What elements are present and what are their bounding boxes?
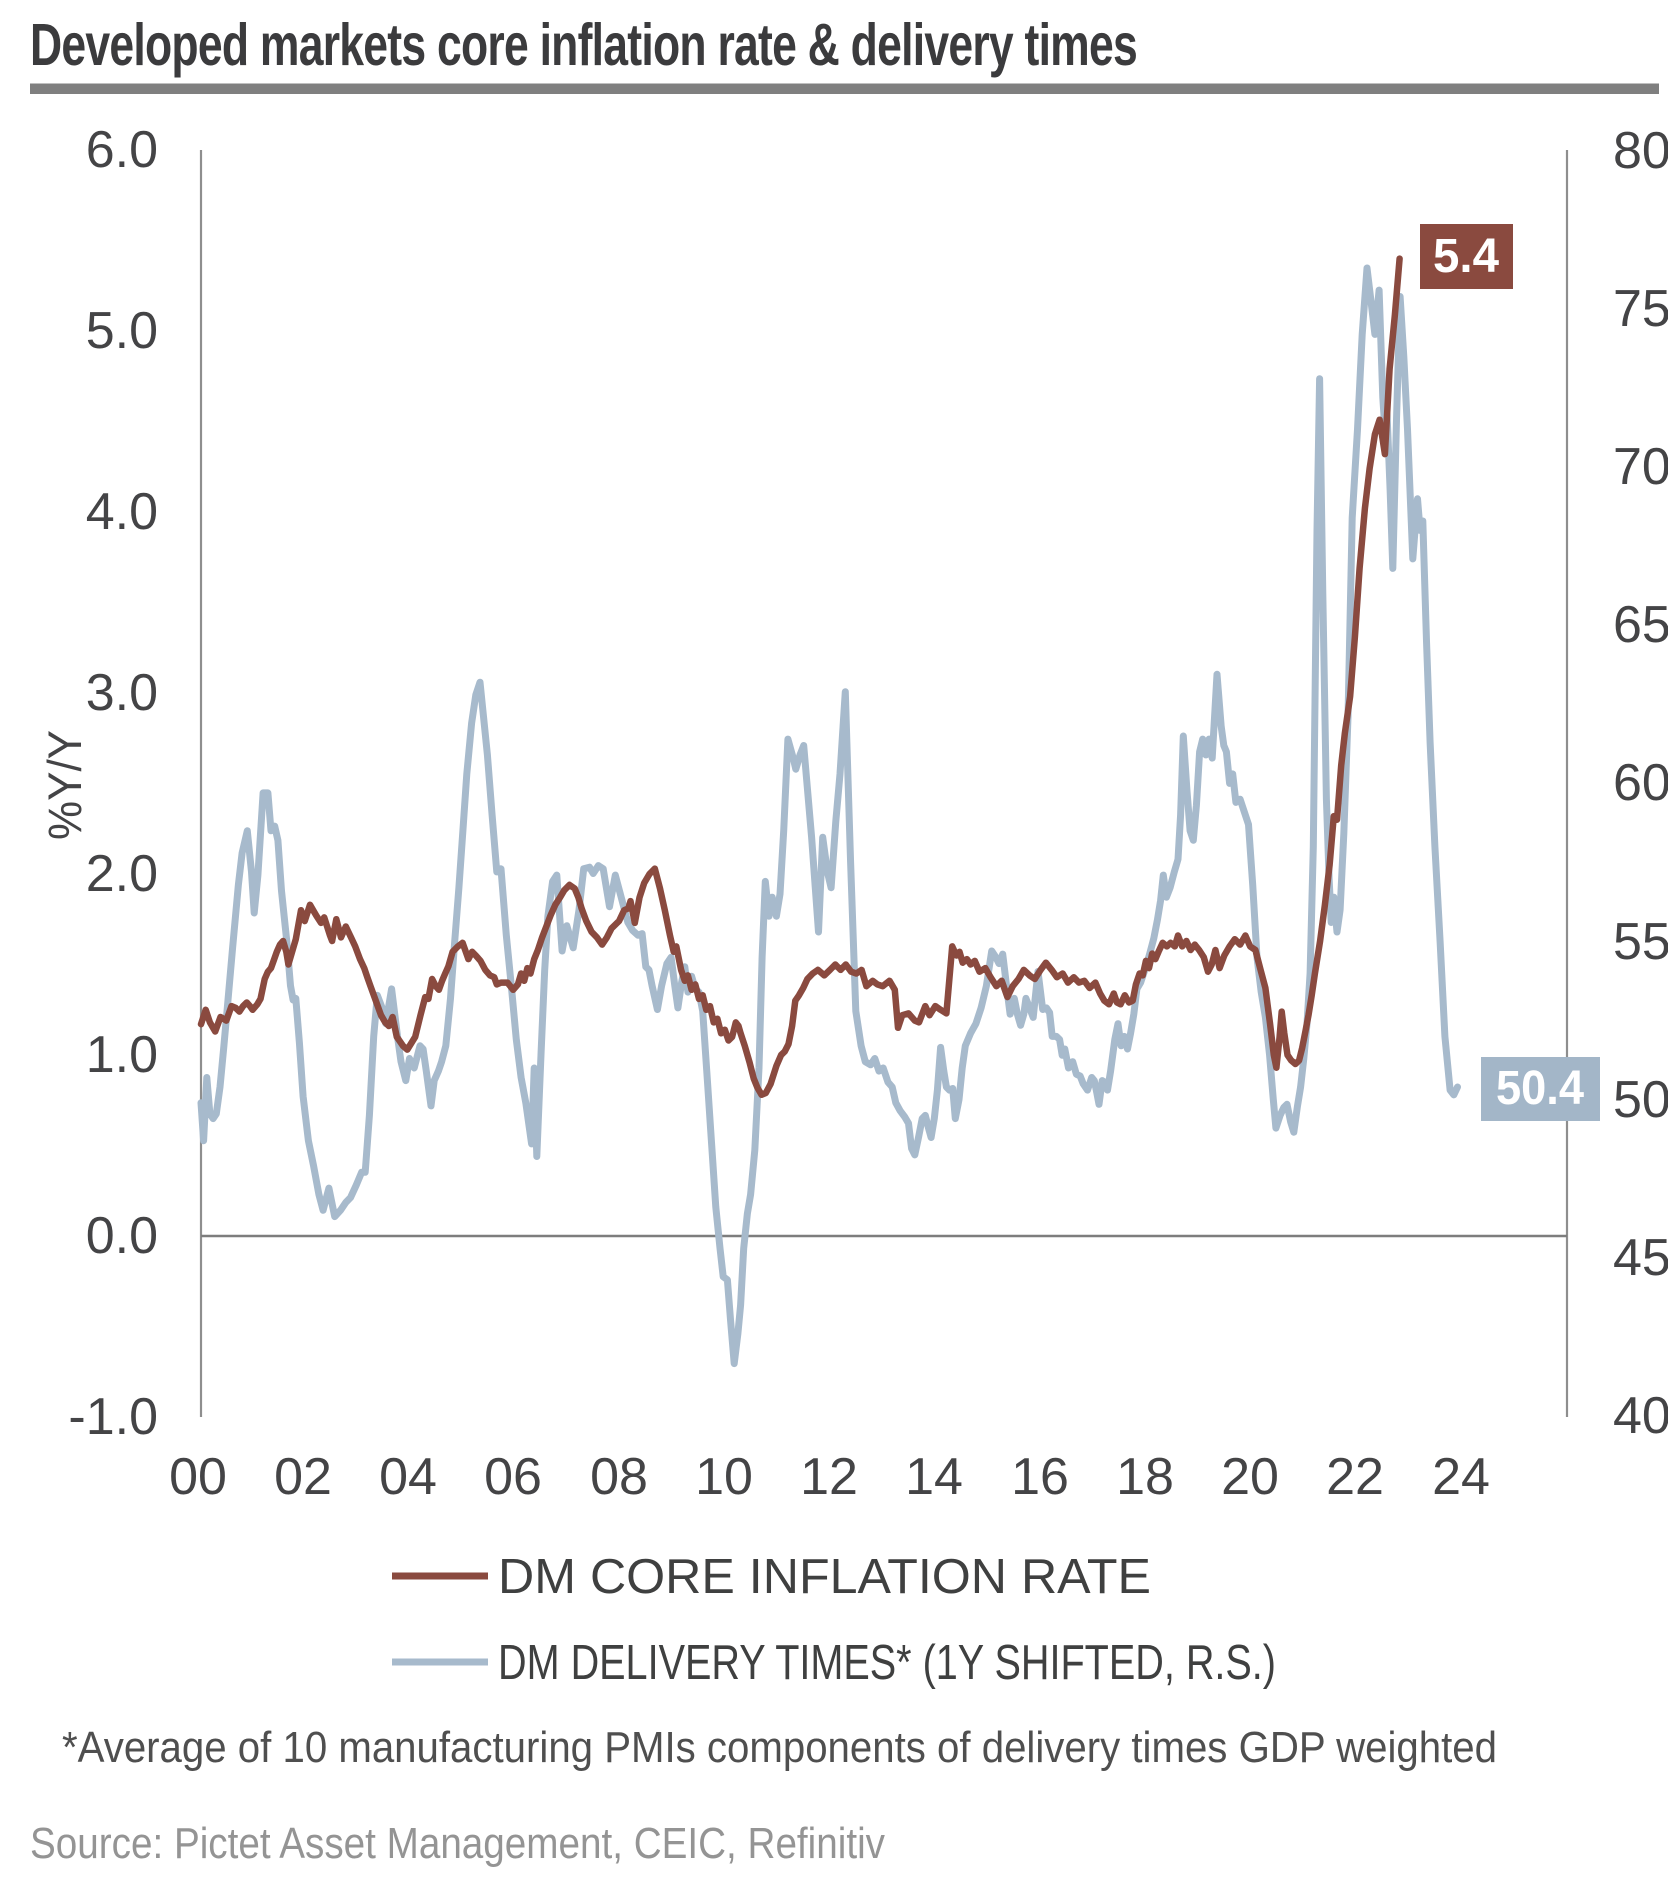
svg-text:20: 20 <box>1221 1448 1279 1506</box>
svg-text:DM CORE INFLATION RATE: DM CORE INFLATION RATE <box>498 1550 1151 1604</box>
svg-text:*Average of 10 manufacturing P: *Average of 10 manufacturing PMIs compon… <box>62 1723 1497 1772</box>
svg-text:24: 24 <box>1432 1448 1490 1506</box>
svg-text:-1.0: -1.0 <box>68 1388 158 1446</box>
svg-text:40: 40 <box>1613 1387 1668 1445</box>
svg-text:18: 18 <box>1116 1448 1174 1506</box>
svg-text:12: 12 <box>800 1448 858 1506</box>
svg-text:5.4: 5.4 <box>1433 230 1499 283</box>
svg-text:60: 60 <box>1613 754 1668 812</box>
svg-text:80: 80 <box>1613 122 1668 180</box>
svg-text:5.0: 5.0 <box>86 302 158 360</box>
svg-text:6.0: 6.0 <box>86 121 158 179</box>
svg-text:55: 55 <box>1613 913 1668 971</box>
svg-text:04: 04 <box>379 1448 437 1506</box>
svg-text:50: 50 <box>1613 1071 1668 1129</box>
svg-text:1.0: 1.0 <box>86 1026 158 1084</box>
svg-text:3.0: 3.0 <box>86 664 158 722</box>
svg-text:45: 45 <box>1613 1229 1668 1287</box>
svg-text:02: 02 <box>274 1448 332 1506</box>
svg-text:2.0: 2.0 <box>86 845 158 903</box>
svg-text:Developed markets core inflati: Developed markets core inflation rate & … <box>30 12 1137 78</box>
svg-text:00: 00 <box>169 1448 227 1506</box>
svg-text:%Y/Y: %Y/Y <box>38 730 91 840</box>
svg-text:Source: Pictet Asset Managemen: Source: Pictet Asset Management, CEIC, R… <box>30 1819 885 1868</box>
svg-text:65: 65 <box>1613 596 1668 654</box>
svg-text:0.0: 0.0 <box>86 1207 158 1265</box>
svg-text:10: 10 <box>695 1448 753 1506</box>
svg-text:22: 22 <box>1326 1448 1384 1506</box>
svg-text:08: 08 <box>590 1448 648 1506</box>
svg-text:70: 70 <box>1613 438 1668 496</box>
svg-text:14: 14 <box>905 1448 963 1506</box>
svg-text:16: 16 <box>1011 1448 1069 1506</box>
svg-text:DM DELIVERY TIMES* (1Y SHIFTED: DM DELIVERY TIMES* (1Y SHIFTED, R.S.) <box>498 1636 1276 1690</box>
svg-text:75: 75 <box>1613 280 1668 338</box>
svg-text:06: 06 <box>484 1448 542 1506</box>
svg-text:4.0: 4.0 <box>86 483 158 541</box>
svg-text:50.4: 50.4 <box>1496 1062 1584 1115</box>
